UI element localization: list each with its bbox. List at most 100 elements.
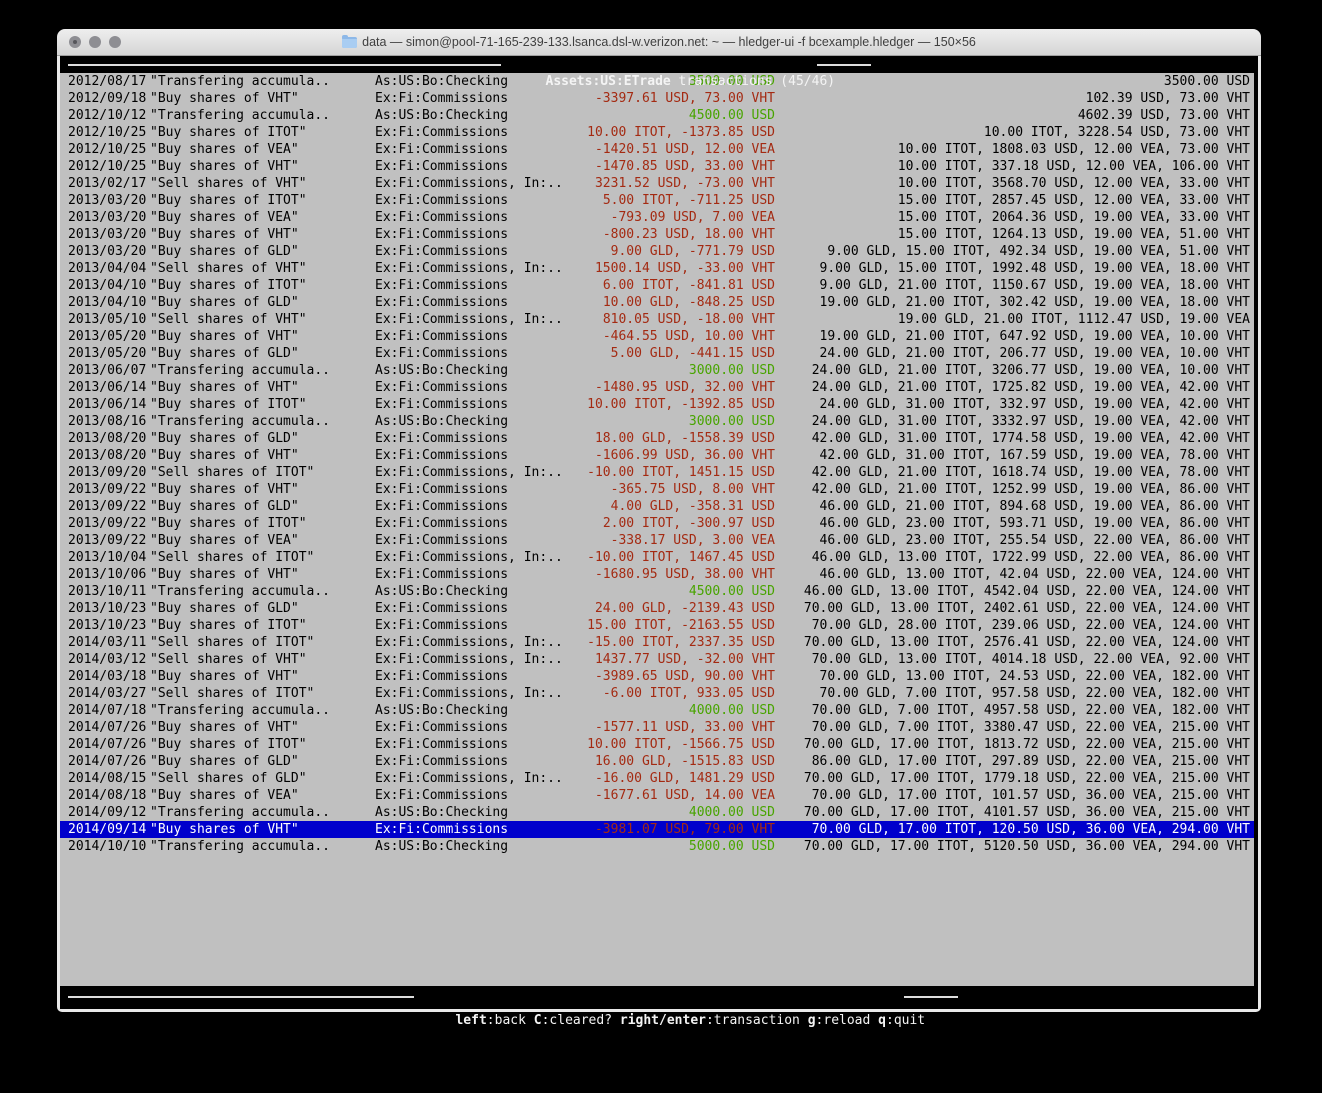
transaction-row[interactable]: 2013/08/20 "Buy shares of VHT" Ex:Fi:Commi… bbox=[60, 447, 1254, 464]
terminal-content: Assets:US:ETrade transactions (45/46) 20… bbox=[57, 56, 1261, 1028]
transaction-row[interactable]: 2012/09/18 "Buy shares of VHT" Ex:Fi:Commi… bbox=[60, 90, 1254, 107]
transaction-date: 2013/08/20 bbox=[68, 431, 147, 446]
minimize-button[interactable] bbox=[89, 36, 101, 48]
transaction-change: 5000.00 USD bbox=[688, 839, 775, 854]
transaction-row[interactable]: 2013/10/23 "Buy shares of GLD" Ex:Fi:Commi… bbox=[60, 600, 1254, 617]
transaction-desc: "Sell shares of VHT" bbox=[150, 176, 307, 191]
transaction-account: Ex:Fi:Commissions bbox=[375, 482, 509, 497]
transaction-desc: "Transfering accumula.. bbox=[150, 74, 331, 89]
transaction-row[interactable]: 2013/10/23 "Buy shares of ITOT" Ex:Fi:Comm… bbox=[60, 617, 1254, 634]
transaction-row[interactable]: 2013/04/10 "Buy shares of GLD" Ex:Fi:Commi… bbox=[60, 294, 1254, 311]
transaction-balance: 46.00 GLD, 23.00 ITOT, 593.71 USD, 19.00… bbox=[819, 516, 1250, 531]
transaction-desc: "Buy shares of GLD" bbox=[150, 244, 299, 259]
footer-rule-right bbox=[904, 996, 958, 998]
transaction-balance: 46.00 GLD, 13.00 ITOT, 4542.04 USD, 22.0… bbox=[803, 584, 1250, 599]
transaction-row[interactable]: 2014/03/18 "Buy shares of VHT" Ex:Fi:Commi… bbox=[60, 668, 1254, 685]
transaction-row[interactable]: 2013/10/04 "Sell shares of ITOT" Ex:Fi:Com… bbox=[60, 549, 1254, 566]
transaction-change: -1470.85 USD, 33.00 VHT bbox=[594, 159, 775, 174]
transaction-row[interactable]: 2013/05/20 "Buy shares of VHT" Ex:Fi:Commi… bbox=[60, 328, 1254, 345]
transaction-row[interactable]: 2012/08/17 "Transfering accumula.. As:US:B… bbox=[60, 73, 1254, 90]
transaction-date: 2013/04/10 bbox=[68, 278, 147, 293]
transaction-row[interactable]: 2013/05/20 "Buy shares of GLD" Ex:Fi:Commi… bbox=[60, 345, 1254, 362]
transaction-date: 2012/10/25 bbox=[68, 125, 147, 140]
zoom-button[interactable] bbox=[109, 36, 121, 48]
transaction-change: 2.00 ITOT, -300.97 USD bbox=[602, 516, 775, 531]
transaction-row[interactable]: 2013/10/11 "Transfering accumula.. As:US:B… bbox=[60, 583, 1254, 600]
transaction-row[interactable]: 2013/06/14 "Buy shares of VHT" Ex:Fi:Commi… bbox=[60, 379, 1254, 396]
transactions-list[interactable]: 2012/08/17 "Transfering accumula.. As:US:B… bbox=[60, 73, 1254, 986]
transaction-row[interactable]: 2013/05/10 "Sell shares of VHT" Ex:Fi:Comm… bbox=[60, 311, 1254, 328]
window-titlebar[interactable]: data — simon@pool-71-165-239-133.lsanca.… bbox=[57, 29, 1261, 56]
transaction-date: 2014/07/26 bbox=[68, 737, 147, 752]
transaction-change: 4000.00 USD bbox=[688, 703, 775, 718]
transaction-row[interactable]: 2013/03/20 "Buy shares of VEA" Ex:Fi:Commi… bbox=[60, 209, 1254, 226]
transaction-row[interactable]: 2013/06/14 "Buy shares of ITOT" Ex:Fi:Comm… bbox=[60, 396, 1254, 413]
transaction-row[interactable]: 2013/02/17 "Sell shares of VHT" Ex:Fi:Comm… bbox=[60, 175, 1254, 192]
transaction-balance: 42.00 GLD, 21.00 ITOT, 1252.99 USD, 19.0… bbox=[811, 482, 1250, 497]
transaction-row[interactable]: 2014/08/15 "Sell shares of GLD" Ex:Fi:Comm… bbox=[60, 770, 1254, 787]
transaction-desc: "Buy shares of GLD" bbox=[150, 295, 299, 310]
transaction-account: As:US:Bo:Checking bbox=[375, 414, 509, 429]
transaction-row[interactable]: 2013/09/22 "Buy shares of VHT" Ex:Fi:Commi… bbox=[60, 481, 1254, 498]
transaction-balance: 15.00 ITOT, 1264.13 USD, 19.00 VEA, 51.0… bbox=[897, 227, 1250, 242]
transaction-change: 4500.00 USD bbox=[688, 584, 775, 599]
transaction-row[interactable]: 2013/04/10 "Buy shares of ITOT" Ex:Fi:Comm… bbox=[60, 277, 1254, 294]
transaction-row[interactable]: 2014/07/26 "Buy shares of ITOT" Ex:Fi:Comm… bbox=[60, 736, 1254, 753]
transaction-row[interactable]: 2014/07/26 "Buy shares of VHT" Ex:Fi:Commi… bbox=[60, 719, 1254, 736]
transaction-row[interactable]: 2012/10/12 "Transfering accumula.. As:US:B… bbox=[60, 107, 1254, 124]
transaction-row[interactable]: 2014/10/10 "Transfering accumula.. As:US:B… bbox=[60, 838, 1254, 855]
transaction-row[interactable]: 2012/10/25 "Buy shares of ITOT" Ex:Fi:Comm… bbox=[60, 124, 1254, 141]
key-action: :reload bbox=[815, 1013, 879, 1028]
transaction-row[interactable]: 2013/03/20 "Buy shares of ITOT" Ex:Fi:Comm… bbox=[60, 192, 1254, 209]
transaction-change: 24.00 GLD, -2139.43 USD bbox=[594, 601, 775, 616]
transaction-change: 4500.00 USD bbox=[688, 108, 775, 123]
transaction-balance: 70.00 GLD, 17.00 ITOT, 1813.72 USD, 22.0… bbox=[803, 737, 1250, 752]
transaction-desc: "Buy shares of ITOT" bbox=[150, 516, 307, 531]
transaction-row[interactable]: 2014/03/11 "Sell shares of ITOT" Ex:Fi:Com… bbox=[60, 634, 1254, 651]
transaction-row[interactable]: 2013/10/06 "Buy shares of VHT" Ex:Fi:Commi… bbox=[60, 566, 1254, 583]
transaction-account: Ex:Fi:Commissions, In:.. bbox=[375, 176, 563, 191]
transaction-row[interactable]: 2014/08/18 "Buy shares of VEA" Ex:Fi:Commi… bbox=[60, 787, 1254, 804]
transaction-change: 10.00 ITOT, -1392.85 USD bbox=[587, 397, 775, 412]
transaction-change: 4.00 GLD, -358.31 USD bbox=[610, 499, 775, 514]
transaction-balance: 24.00 GLD, 21.00 ITOT, 1725.82 USD, 19.0… bbox=[811, 380, 1250, 395]
transaction-row[interactable]: 2013/06/07 "Transfering accumula.. As:US:B… bbox=[60, 362, 1254, 379]
transaction-account: Ex:Fi:Commissions bbox=[375, 516, 509, 531]
transaction-account: Ex:Fi:Commissions bbox=[375, 601, 509, 616]
transaction-date: 2014/09/14 bbox=[68, 822, 147, 837]
transaction-row[interactable]: 2014/07/18 "Transfering accumula.. As:US:B… bbox=[60, 702, 1254, 719]
transaction-account: Ex:Fi:Commissions bbox=[375, 788, 509, 803]
transaction-balance: 102.39 USD, 73.00 VHT bbox=[1085, 91, 1250, 106]
key-action: :cleared? bbox=[541, 1013, 620, 1028]
transaction-date: 2014/07/18 bbox=[68, 703, 147, 718]
transaction-row[interactable]: 2013/08/20 "Buy shares of GLD" Ex:Fi:Commi… bbox=[60, 430, 1254, 447]
close-button[interactable] bbox=[69, 36, 81, 48]
transaction-row[interactable]: 2012/10/25 "Buy shares of VHT" Ex:Fi:Commi… bbox=[60, 158, 1254, 175]
transaction-row-selected[interactable]: 2014/09/14 "Buy shares of VHT" Ex:Fi:Commi… bbox=[60, 821, 1254, 838]
transaction-row[interactable]: 2013/09/22 "Buy shares of ITOT" Ex:Fi:Comm… bbox=[60, 515, 1254, 532]
transaction-desc: "Buy shares of GLD" bbox=[150, 346, 299, 361]
transaction-row[interactable]: 2012/10/25 "Buy shares of VEA" Ex:Fi:Commi… bbox=[60, 141, 1254, 158]
transaction-row[interactable]: 2013/08/16 "Transfering accumula.. As:US:B… bbox=[60, 413, 1254, 430]
transaction-balance: 70.00 GLD, 17.00 ITOT, 5120.50 USD, 36.0… bbox=[803, 839, 1250, 854]
transaction-date: 2014/03/18 bbox=[68, 669, 147, 684]
transaction-change: -1606.99 USD, 36.00 VHT bbox=[594, 448, 775, 463]
transaction-row[interactable]: 2014/07/26 "Buy shares of GLD" Ex:Fi:Commi… bbox=[60, 753, 1254, 770]
transaction-row[interactable]: 2013/09/20 "Sell shares of ITOT" Ex:Fi:Com… bbox=[60, 464, 1254, 481]
transaction-date: 2014/10/10 bbox=[68, 839, 147, 854]
transaction-balance: 4602.39 USD, 73.00 VHT bbox=[1077, 108, 1250, 123]
transaction-row[interactable]: 2014/03/12 "Sell shares of VHT" Ex:Fi:Comm… bbox=[60, 651, 1254, 668]
transaction-desc: "Buy shares of VHT" bbox=[150, 482, 299, 497]
transaction-row[interactable]: 2014/09/12 "Transfering accumula.. As:US:B… bbox=[60, 804, 1254, 821]
transaction-row[interactable]: 2013/09/22 "Buy shares of GLD" Ex:Fi:Commi… bbox=[60, 498, 1254, 515]
transaction-account: Ex:Fi:Commissions bbox=[375, 737, 509, 752]
transaction-row[interactable]: 2014/03/27 "Sell shares of ITOT" Ex:Fi:Com… bbox=[60, 685, 1254, 702]
header-rule-right bbox=[817, 64, 871, 66]
transaction-date: 2013/10/23 bbox=[68, 618, 147, 633]
transaction-account: As:US:Bo:Checking bbox=[375, 805, 509, 820]
transaction-row[interactable]: 2013/03/20 "Buy shares of VHT" Ex:Fi:Commi… bbox=[60, 226, 1254, 243]
transaction-row[interactable]: 2013/04/04 "Sell shares of VHT" Ex:Fi:Comm… bbox=[60, 260, 1254, 277]
transaction-row[interactable]: 2013/03/20 "Buy shares of GLD" Ex:Fi:Commi… bbox=[60, 243, 1254, 260]
transaction-row[interactable]: 2013/09/22 "Buy shares of VEA" Ex:Fi:Commi… bbox=[60, 532, 1254, 549]
transaction-account: Ex:Fi:Commissions bbox=[375, 397, 509, 412]
